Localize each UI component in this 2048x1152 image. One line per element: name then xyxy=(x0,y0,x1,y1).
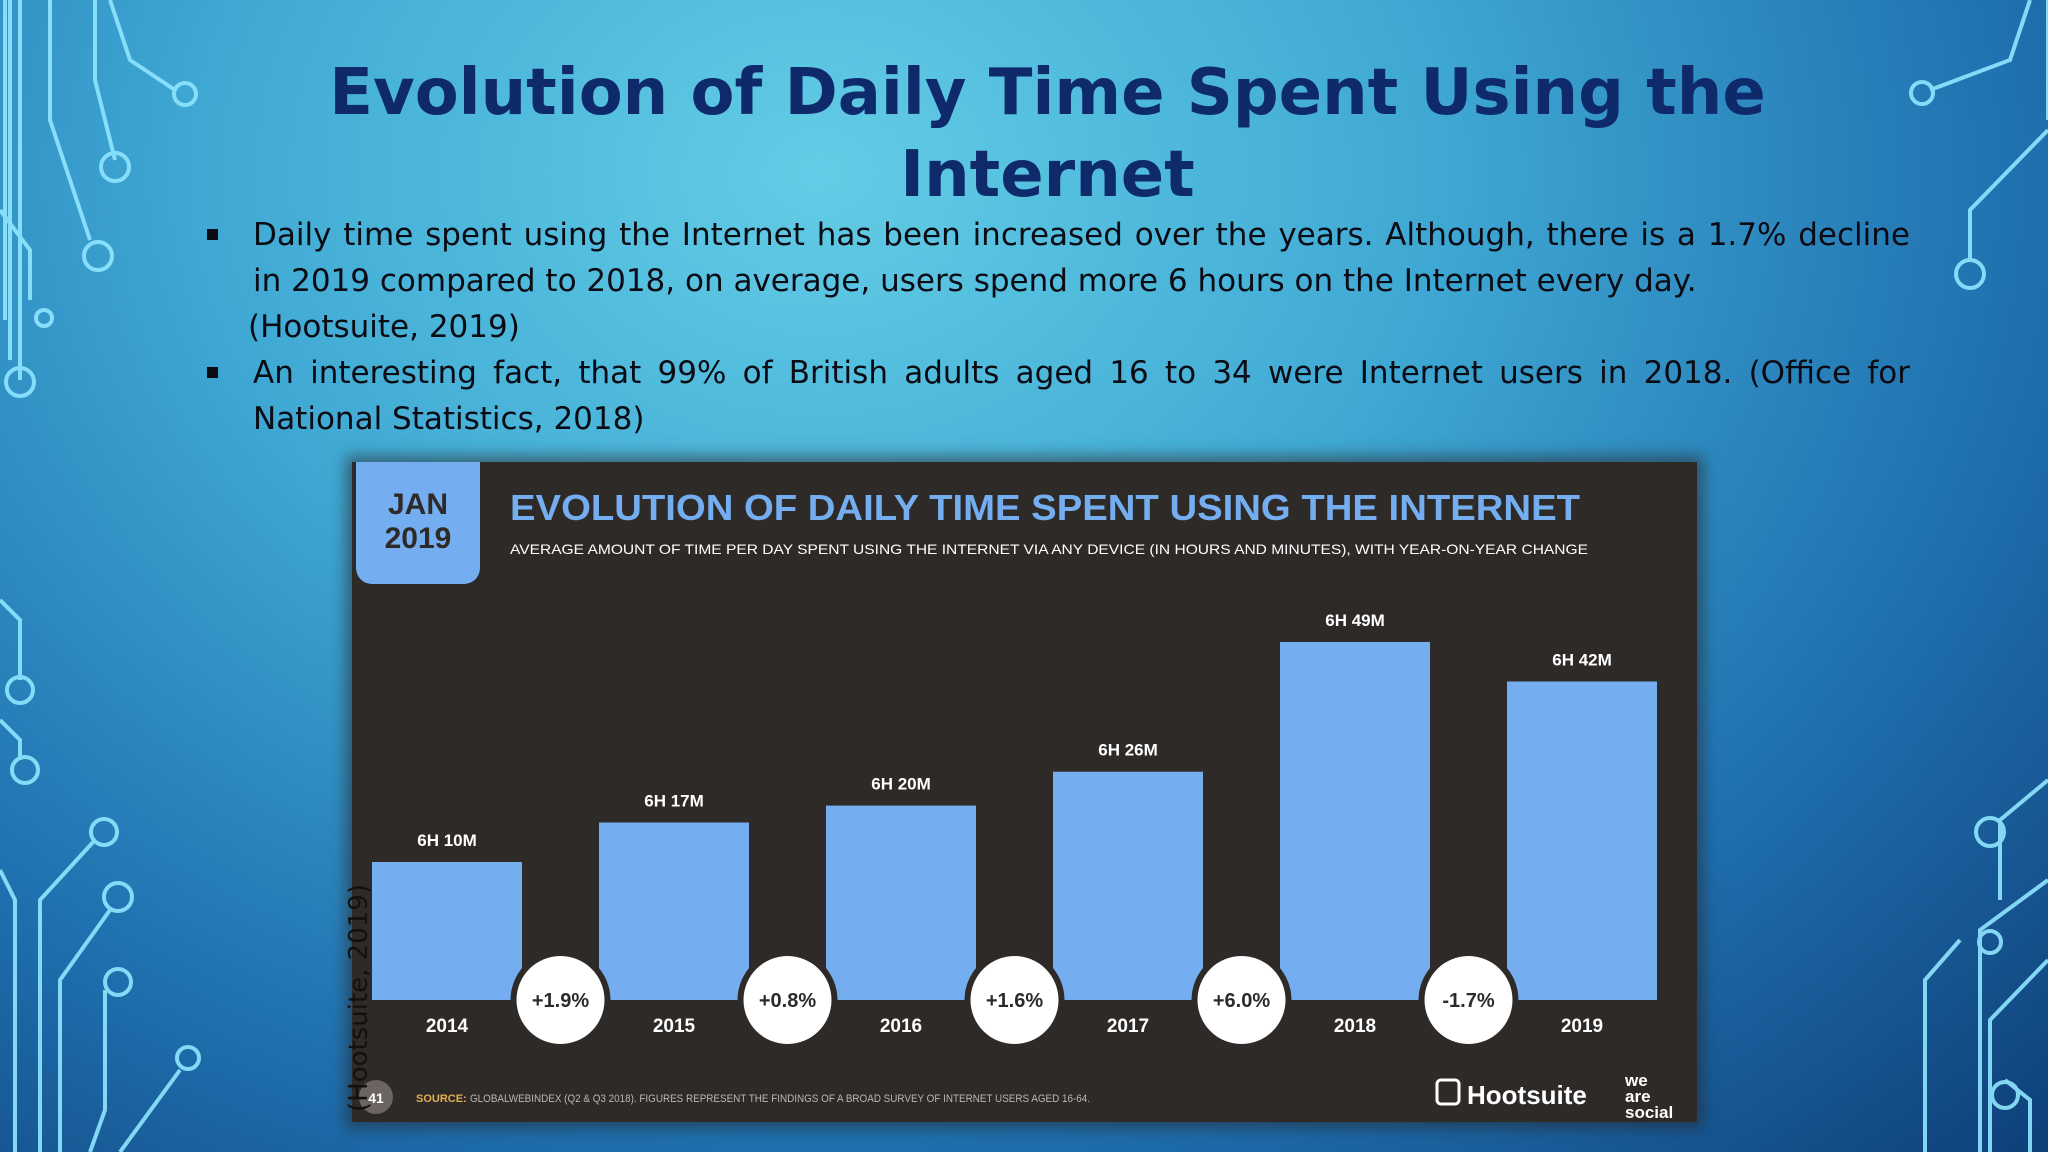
value-label-2019: 6H 42M xyxy=(1552,650,1612,669)
page-title: Evolution of Daily Time Spent Using the … xyxy=(329,56,1766,212)
change-label: +1.9% xyxy=(532,990,589,1012)
vertical-citation: (Hootsuite, 2019) xyxy=(344,884,374,1112)
bullet-item: An interesting fact, that 99% of British… xyxy=(205,350,1910,442)
x-tick-label-2018: 2018 xyxy=(1334,1016,1376,1037)
chart-subtitle: AVERAGE AMOUNT OF TIME PER DAY SPENT USI… xyxy=(510,541,1588,557)
badge-month: JAN xyxy=(388,488,448,521)
change-label: +0.8% xyxy=(759,990,816,1012)
brand-we: we xyxy=(1624,1071,1648,1090)
x-tick-label-2017: 2017 xyxy=(1107,1016,1149,1037)
brand-hootsuite: Hootsuite xyxy=(1467,1080,1587,1110)
change-circle xyxy=(743,956,832,1044)
change-circle xyxy=(970,956,1059,1044)
change-label: +6.0% xyxy=(1213,990,1270,1012)
change-label: -1.7% xyxy=(1442,990,1494,1012)
date-badge xyxy=(356,462,480,584)
value-label-2018: 6H 49M xyxy=(1325,611,1385,630)
bullet-list: Daily time spent using the Internet has … xyxy=(205,212,1910,442)
bullet-text: Daily time spent using the Internet has … xyxy=(253,217,1910,299)
bar-2015 xyxy=(599,822,749,1000)
brand-social: social xyxy=(1625,1103,1673,1122)
source-label: SOURCE: xyxy=(416,1093,467,1105)
chart-title: EVOLUTION OF DAILY TIME SPENT USING THE … xyxy=(510,487,1580,528)
bar-2014 xyxy=(372,862,522,1000)
change-circle xyxy=(516,956,605,1044)
bullet-square-icon xyxy=(207,367,218,378)
bullet-item: Daily time spent using the Internet has … xyxy=(205,212,1910,350)
page-number: 41 xyxy=(368,1090,384,1106)
bullet-square-icon xyxy=(207,229,218,240)
change-circle xyxy=(1197,956,1286,1044)
chart-image: JAN 2019 EVOLUTION OF DAILY TIME SPENT U… xyxy=(352,462,1697,1122)
bar-2018 xyxy=(1280,642,1430,1000)
x-tick-label-2015: 2015 xyxy=(653,1016,696,1037)
value-label-2016: 6H 20M xyxy=(871,775,931,794)
value-label-2014: 6H 10M xyxy=(417,831,477,850)
bullet-citation: (Hootsuite, 2019) xyxy=(248,309,520,345)
x-tick-label-2014: 2014 xyxy=(426,1016,469,1037)
change-circle xyxy=(1424,956,1513,1044)
value-label-2015: 6H 17M xyxy=(644,792,704,811)
brand-are: are xyxy=(1625,1087,1651,1106)
bar-2017 xyxy=(1053,771,1203,1000)
x-tick-label-2019: 2019 xyxy=(1561,1016,1603,1037)
change-label: +1.6% xyxy=(986,990,1043,1012)
hootsuite-owl-icon xyxy=(1435,1078,1461,1106)
badge-year: 2019 xyxy=(385,522,452,555)
source-text: GLOBALWEBINDEX (Q2 & Q3 2018). FIGURES R… xyxy=(470,1093,1090,1105)
bar-2016 xyxy=(826,805,976,1000)
page-number-badge xyxy=(359,1080,393,1114)
x-tick-label-2016: 2016 xyxy=(880,1016,922,1037)
value-label-2017: 6H 26M xyxy=(1098,741,1158,760)
bullet-text: An interesting fact, that 99% of British… xyxy=(253,355,1910,437)
bar-chart: JAN 2019 EVOLUTION OF DAILY TIME SPENT U… xyxy=(356,462,1673,1122)
bar-2019 xyxy=(1507,681,1657,1000)
